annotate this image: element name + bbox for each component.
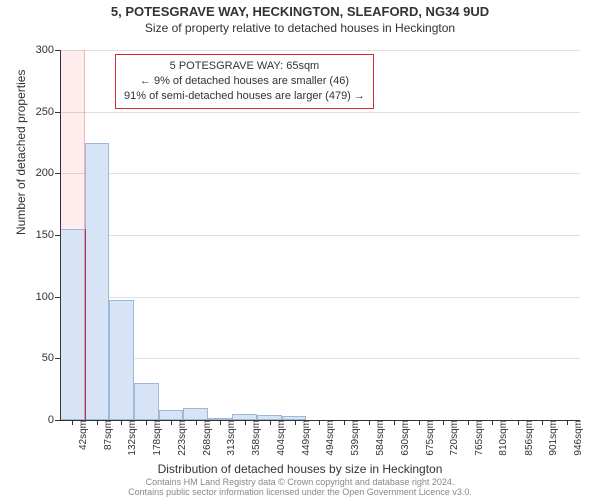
x-tick-label: 87sqm [101, 420, 114, 450]
x-tick-mark [245, 420, 246, 425]
x-tick-label: 630sqm [398, 420, 411, 456]
chart-title: 5, POTESGRAVE WAY, HECKINGTON, SLEAFORD,… [0, 0, 600, 19]
x-tick-label: 223sqm [175, 420, 188, 456]
gridline [60, 235, 580, 236]
annotation-box: 5 POTESGRAVE WAY: 65sqm← 9% of detached … [115, 54, 374, 109]
chart-subtitle: Size of property relative to detached ho… [0, 19, 600, 35]
x-tick-mark [295, 420, 296, 425]
y-axis-line [60, 50, 61, 420]
x-tick-mark [97, 420, 98, 425]
y-axis-label: Number of detached properties [14, 70, 28, 235]
x-tick-mark [319, 420, 320, 425]
x-tick-mark [344, 420, 345, 425]
x-tick-label: 946sqm [571, 420, 584, 456]
x-tick-label: 42sqm [76, 420, 89, 450]
histogram-bar [183, 408, 208, 420]
x-tick-label: 720sqm [447, 420, 460, 456]
x-axis-label: Distribution of detached houses by size … [0, 462, 600, 476]
gridline [60, 173, 580, 174]
histogram-bar [134, 383, 159, 420]
x-tick-mark [369, 420, 370, 425]
histogram-bar [60, 229, 85, 420]
annotation-line-1: 5 POTESGRAVE WAY: 65sqm [124, 59, 365, 74]
x-tick-label: 584sqm [373, 420, 386, 456]
plot-inner: 05010015020025030042sqm87sqm132sqm178sqm… [60, 50, 580, 420]
x-tick-label: 449sqm [299, 420, 312, 456]
attribution: Contains HM Land Registry data © Crown c… [0, 478, 600, 498]
x-tick-mark [567, 420, 568, 425]
x-tick-mark [196, 420, 197, 425]
x-tick-label: 856sqm [522, 420, 535, 456]
x-tick-label: 901sqm [546, 420, 559, 456]
histogram-bar [85, 143, 110, 421]
x-tick-label: 539sqm [348, 420, 361, 456]
x-tick-mark [121, 420, 122, 425]
x-tick-mark [419, 420, 420, 425]
annotation-line-2: ← 9% of detached houses are smaller (46) [124, 74, 365, 89]
plot-area: 05010015020025030042sqm87sqm132sqm178sqm… [60, 50, 580, 420]
x-tick-label: 178sqm [150, 420, 163, 456]
attribution-line2: Contains public sector information licen… [0, 488, 600, 498]
x-tick-label: 268sqm [200, 420, 213, 456]
x-tick-mark [146, 420, 147, 425]
x-tick-label: 494sqm [323, 420, 336, 456]
histogram-bar [109, 300, 134, 420]
gridline [60, 50, 580, 51]
x-tick-mark [518, 420, 519, 425]
x-tick-label: 404sqm [274, 420, 287, 456]
x-tick-mark [492, 420, 493, 425]
histogram-bar [159, 410, 184, 420]
x-tick-mark [542, 420, 543, 425]
annotation-line-3: 91% of semi-detached houses are larger (… [124, 89, 365, 104]
x-tick-mark [468, 420, 469, 425]
x-tick-mark [171, 420, 172, 425]
x-tick-label: 358sqm [249, 420, 262, 456]
x-tick-label: 132sqm [125, 420, 138, 456]
x-tick-label: 810sqm [496, 420, 509, 456]
x-tick-label: 675sqm [423, 420, 436, 456]
x-tick-mark [443, 420, 444, 425]
subject-marker-line [85, 229, 86, 420]
x-tick-mark [220, 420, 221, 425]
x-tick-label: 765sqm [472, 420, 485, 456]
x-tick-mark [394, 420, 395, 425]
x-tick-mark [270, 420, 271, 425]
chart-container: 5, POTESGRAVE WAY, HECKINGTON, SLEAFORD,… [0, 0, 600, 500]
gridline [60, 297, 580, 298]
gridline [60, 112, 580, 113]
x-tick-mark [72, 420, 73, 425]
x-tick-label: 313sqm [224, 420, 237, 456]
gridline [60, 358, 580, 359]
